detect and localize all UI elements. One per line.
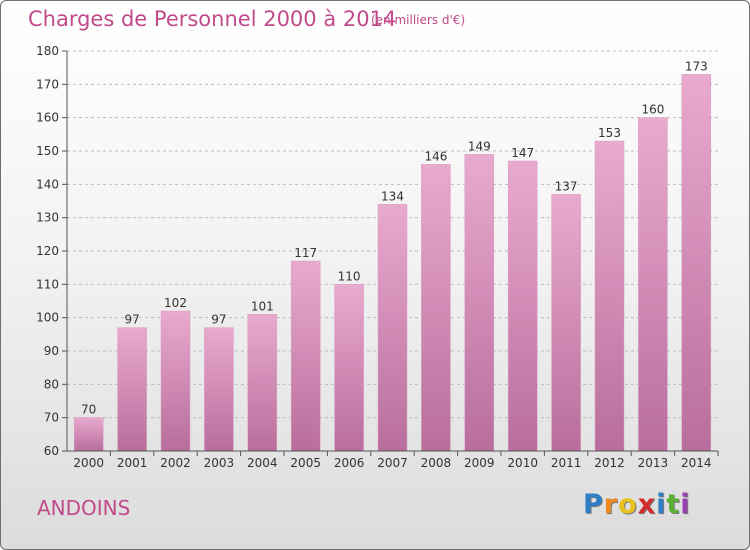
data-label-2005: 117 [294,246,317,260]
y-tick-label: 70 [44,411,59,425]
bar-2011 [551,194,581,452]
data-label-2010: 147 [511,146,534,160]
x-tick-label-2007: 2007 [377,456,408,470]
bar-2003 [204,327,234,452]
y-tick-label: 60 [44,444,59,458]
data-label-2006: 110 [338,269,361,283]
y-tick-label: 90 [44,344,59,358]
x-tick-label-2000: 2000 [73,456,104,470]
commune-name: ANDOINS [37,496,131,520]
data-label-2003: 97 [211,313,226,327]
y-tick-label: 170 [36,77,59,91]
x-tick-label-2012: 2012 [594,456,625,470]
y-tick-label: 180 [36,44,59,58]
data-label-2014: 173 [685,59,708,73]
x-tick-label-2014: 2014 [681,456,712,470]
bar-2007 [377,204,408,452]
bar-2004 [247,314,278,452]
logo-letter: i [680,489,691,520]
logo-letter: i [656,489,667,520]
bar-2009 [464,154,495,452]
x-tick-label-2002: 2002 [160,456,191,470]
bars [73,74,712,452]
y-tick-label: 120 [36,244,59,258]
y-tick-label: 130 [36,211,59,225]
bar-2002 [160,310,191,452]
data-label-2007: 134 [381,189,404,203]
logo-letter: x [637,489,657,520]
bar-2010 [507,160,538,452]
proxiti-logo: Proxiti [583,489,691,520]
unit-note: (en milliers d'€) [371,13,466,27]
labels: 70 2000 97 2001 102 2002 97 2003 101 2004 117 2005 1… [73,59,711,470]
data-label-2002: 102 [164,296,187,310]
logo-letter: t [666,489,681,520]
data-label-2001: 97 [124,313,139,327]
y-tick-label: 140 [36,177,59,191]
logo-letter: o [618,489,638,520]
y-tick-label: 150 [36,144,59,158]
x-tick-label-2005: 2005 [290,456,321,470]
data-label-2012: 153 [598,126,621,140]
y-tick-label: 110 [36,277,59,291]
y-tick-label: 100 [36,311,59,325]
x-tick-label-2009: 2009 [464,456,495,470]
bar-2005 [290,260,321,452]
x-tick-label-2004: 2004 [247,456,278,470]
x-tick-label-2001: 2001 [117,456,148,470]
data-label-2011: 137 [555,179,578,193]
data-label-2013: 160 [641,103,664,117]
bar-2000 [73,417,104,452]
x-tick-label-2003: 2003 [204,456,235,470]
bar-2008 [421,164,451,452]
x-tick-label-2008: 2008 [421,456,452,470]
bar-2001 [117,327,147,452]
logo-letter: r [603,489,619,520]
y-tick-label: 160 [36,111,59,125]
bar-2014 [681,74,712,452]
data-label-2000: 70 [81,403,96,417]
bar-2006 [334,284,364,452]
bar-2013 [638,117,668,452]
x-tick-label-2006: 2006 [334,456,365,470]
data-label-2004: 101 [251,299,274,313]
data-label-2008: 146 [424,149,447,163]
data-label-2009: 149 [468,139,491,153]
chart-title: Charges de Personnel 2000 à 2014 [28,7,397,31]
bar-2012 [594,140,625,452]
axes: 60 70 80 90 100 110 120 130 140 150 160 170 180 [36,44,719,458]
y-tick-label: 80 [44,377,59,391]
x-tick-label-2013: 2013 [638,456,669,470]
logo-letter: P [583,489,604,520]
x-tick-label-2011: 2011 [551,456,582,470]
x-tick-label-2010: 2010 [507,456,538,470]
